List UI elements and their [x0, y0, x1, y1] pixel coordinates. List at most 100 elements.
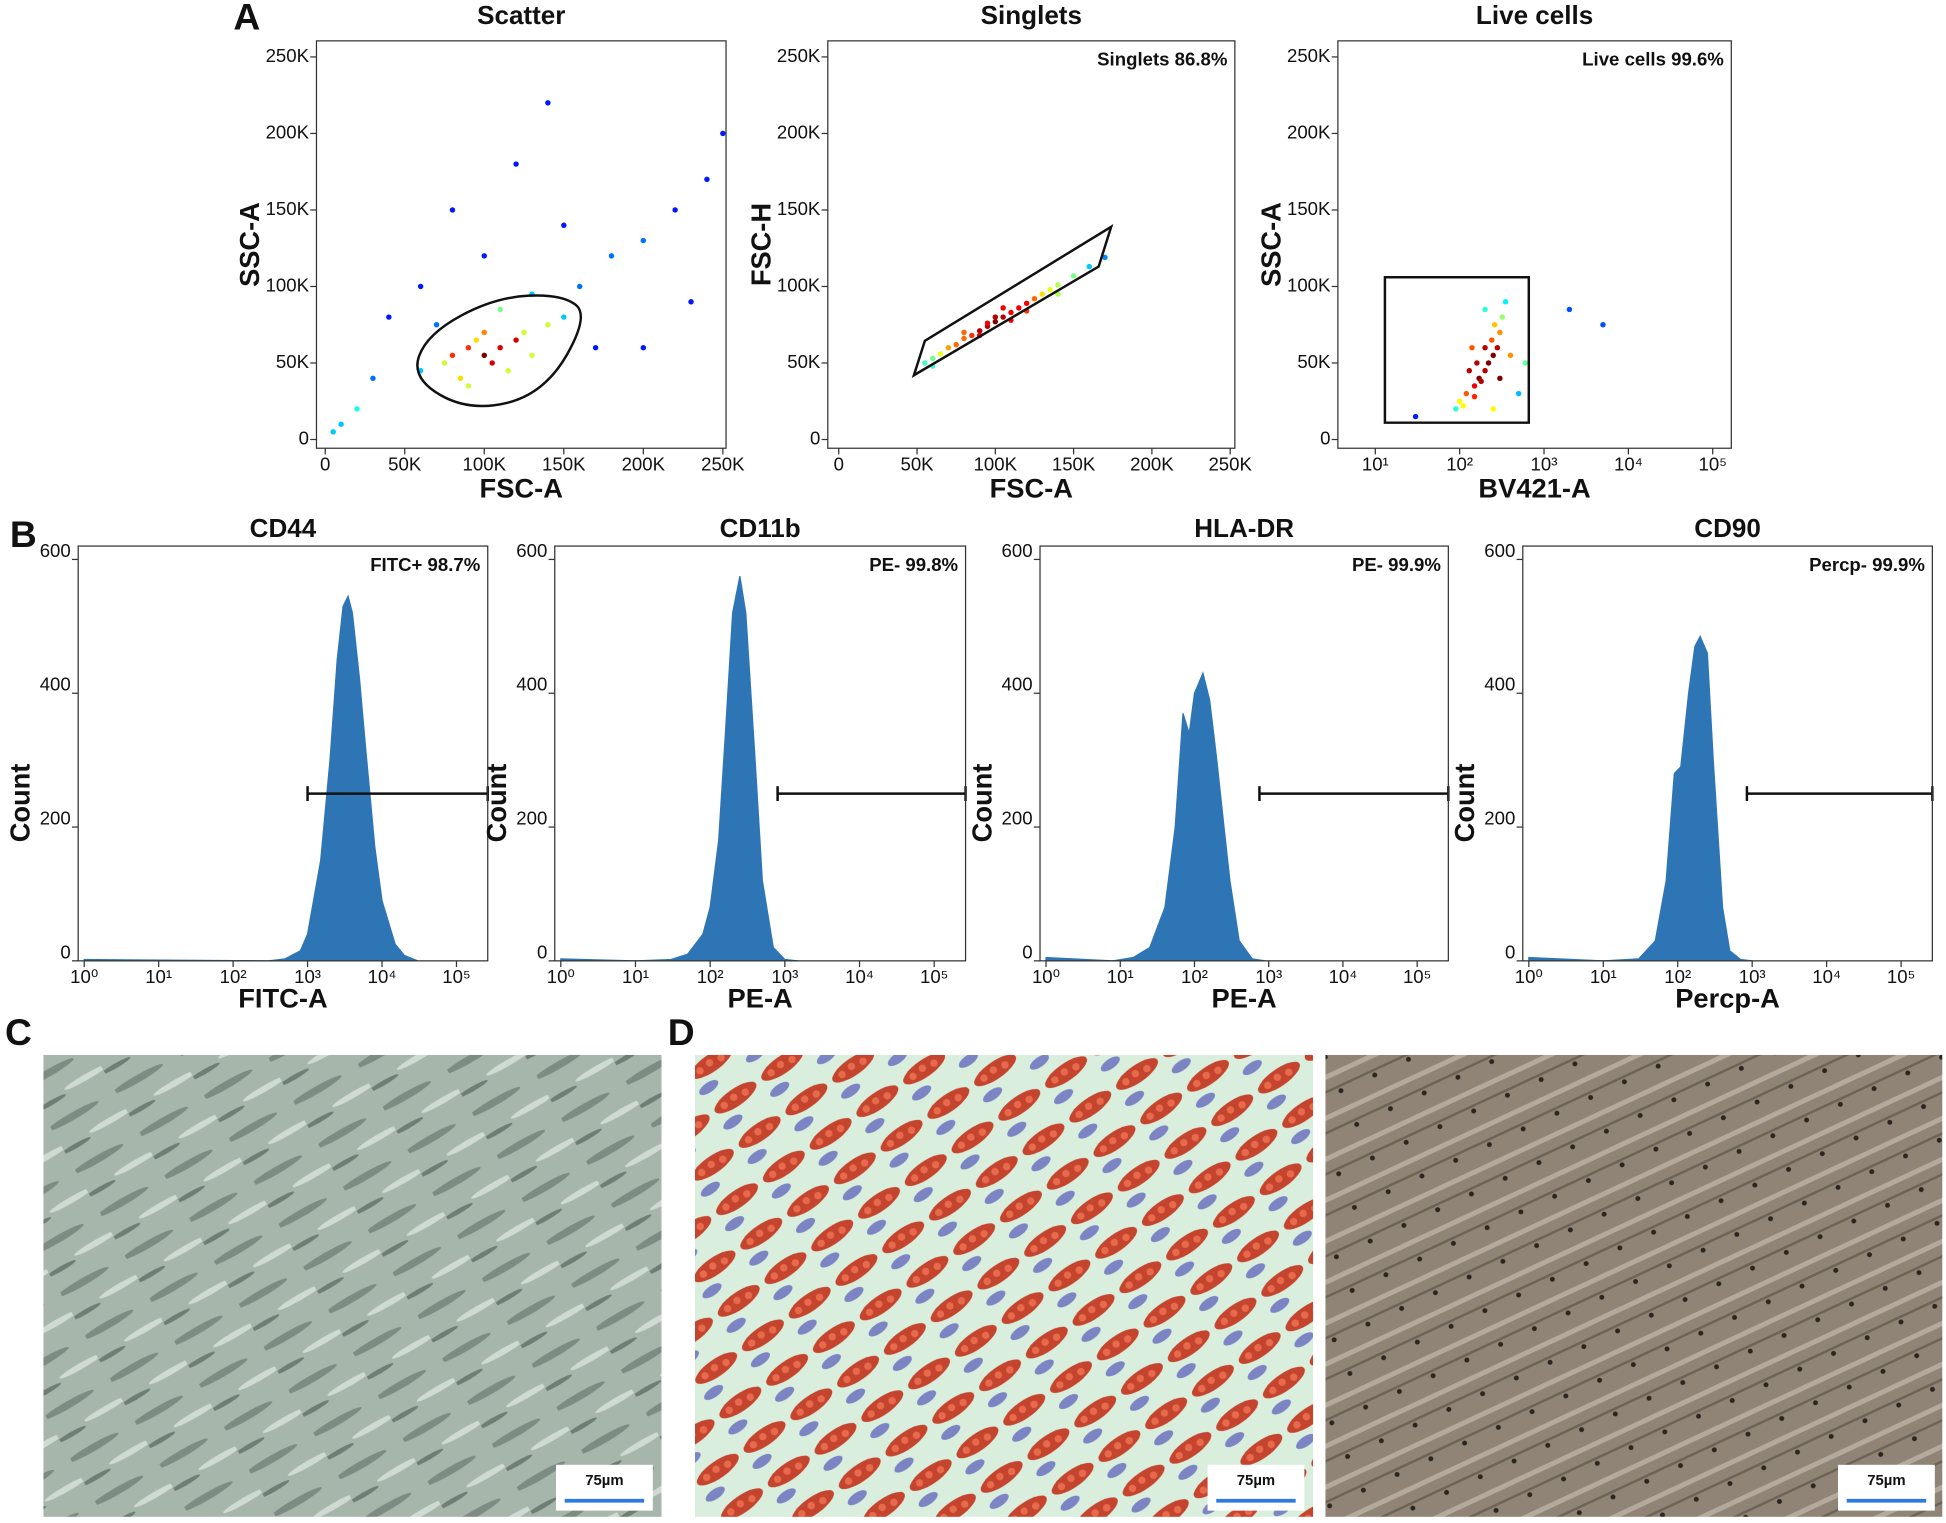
x-tick-label: 150K [1052, 453, 1096, 474]
x-tick-label: 100K [974, 453, 1018, 474]
annotation: FITC+ 98.7% [370, 554, 481, 575]
y-tick-label: 200 [40, 808, 71, 829]
x-tick-label: 10³ [1531, 453, 1558, 474]
chart-panel: CD44 FITC-A Count FITC+ 98.7% 10⁰ 10¹ 10² 10³ 10… [5, 513, 489, 1014]
chart-title: CD44 [250, 513, 317, 543]
x-tick-label: 10¹ [1590, 966, 1617, 987]
x-tick-label: 10⁰ [1032, 966, 1060, 987]
data-point [1456, 398, 1463, 404]
data-point [513, 161, 519, 167]
y-tick-label: 150K [266, 198, 310, 219]
x-tick-label: 200K [622, 453, 666, 474]
x-tick-label: 10² [220, 966, 247, 987]
x-axis-label: BV421-A [1478, 473, 1590, 504]
chart-title: Live cells [1476, 0, 1593, 30]
data-point [1497, 329, 1503, 336]
plot-frame [1522, 545, 1933, 962]
data-point [1008, 309, 1014, 316]
chart-panel: CD11b PE-A Count PE- 99.8% 10⁰ 10¹ 10² 10³ 10⁴ 10… [481, 513, 967, 1014]
x-tick-label: 10⁵ [1887, 966, 1915, 987]
y-tick-label: 200 [516, 808, 547, 829]
data-point [1507, 352, 1514, 359]
x-axis-label: PE-A [728, 983, 793, 1014]
data-point [704, 176, 710, 183]
data-point [529, 352, 535, 359]
data-point [1055, 291, 1061, 297]
x-tick-label: 10¹ [1107, 966, 1134, 987]
y-tick-label: 400 [516, 674, 547, 695]
x-tick-label: 10⁵ [1699, 453, 1727, 474]
data-point [576, 283, 583, 290]
annotation: PE- 99.8% [869, 554, 958, 575]
data-point [1023, 300, 1030, 307]
x-axis-label: FITC-A [238, 983, 327, 1014]
y-tick-label: 0 [299, 427, 309, 448]
annotation: PE- 99.9% [1352, 554, 1441, 575]
y-axis-label: Count [1449, 764, 1480, 843]
data-point [1485, 360, 1492, 366]
panel-label: D [668, 1011, 695, 1053]
y-tick-label: 150K [777, 198, 821, 219]
x-tick-label: 10⁰ [1515, 966, 1543, 987]
y-tick-label: 200K [1287, 121, 1331, 142]
data-point [457, 375, 464, 382]
data-point [1086, 263, 1092, 270]
panel-label: B [10, 513, 37, 555]
chart-title: Scatter [477, 0, 565, 30]
histogram-area [560, 576, 799, 962]
y-tick-label: 400 [40, 674, 71, 695]
points [922, 254, 1108, 369]
data-point [1522, 360, 1529, 366]
data-point [992, 314, 999, 320]
x-tick-label: 10⁴ [1812, 966, 1841, 987]
x-tick-label: 10¹ [1362, 453, 1389, 474]
panel-label: C [5, 1011, 32, 1053]
data-point [592, 344, 599, 351]
data-point [1474, 360, 1480, 366]
points [1412, 299, 1606, 420]
x-tick-label: 0 [834, 453, 844, 474]
data-point [1471, 393, 1478, 400]
x-tick-label: 0 [320, 453, 330, 474]
data-point [1000, 305, 1006, 311]
micrograph: 75µm [1325, 1054, 1943, 1517]
data-point [976, 328, 983, 334]
gate [1383, 276, 1531, 424]
x-tick-label: 10⁴ [1329, 966, 1358, 987]
y-tick-label: 600 [40, 540, 71, 561]
data-point [465, 383, 472, 389]
data-point [1471, 383, 1478, 389]
x-tick-label: 10³ [294, 966, 321, 987]
annotation: Singlets 86.8% [1097, 49, 1228, 70]
x-tick-label: 10⁵ [1403, 966, 1431, 987]
data-point [1031, 295, 1038, 302]
data-point [922, 360, 928, 366]
x-tick-label: 10³ [1255, 966, 1282, 987]
data-point [545, 100, 551, 106]
y-tick-label: 250K [266, 45, 310, 66]
data-point [640, 237, 647, 244]
data-point [338, 421, 344, 427]
y-tick-label: 600 [1484, 540, 1515, 561]
data-point [1039, 291, 1046, 297]
data-point [1070, 273, 1077, 279]
data-point [1499, 314, 1506, 320]
panel-label: A [233, 0, 260, 38]
data-point [1460, 403, 1466, 409]
scale-bar-label: 75µm [1237, 1473, 1275, 1489]
x-tick-label: 150K [542, 453, 586, 474]
data-point [561, 222, 567, 228]
scale-bar-label: 75µm [1867, 1473, 1905, 1489]
x-tick-label: 10² [1664, 966, 1691, 987]
x-axis-label: PE-A [1212, 983, 1277, 1014]
data-point [481, 352, 488, 359]
data-point [1478, 378, 1484, 385]
data-point [1102, 254, 1108, 261]
x-tick-label: 10⁴ [845, 966, 874, 987]
data-point [465, 344, 472, 351]
x-tick-label: 10² [697, 966, 724, 987]
plot-frame [315, 40, 727, 449]
x-tick-label: 50K [388, 453, 422, 474]
data-point [561, 314, 567, 320]
data-point [497, 344, 503, 351]
